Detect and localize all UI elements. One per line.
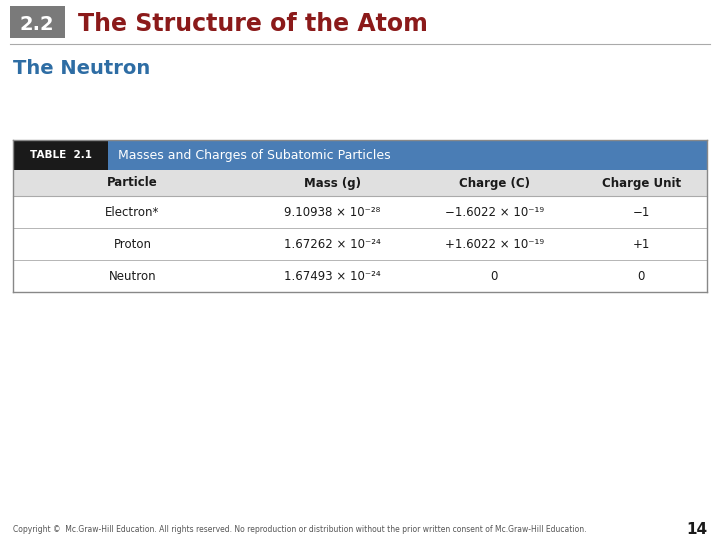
Text: Charge Unit: Charge Unit: [601, 177, 680, 190]
Text: +1.6022 × 10⁻¹⁹: +1.6022 × 10⁻¹⁹: [445, 238, 544, 251]
FancyBboxPatch shape: [13, 260, 707, 292]
Text: The Structure of the Atom: The Structure of the Atom: [78, 12, 428, 36]
Text: 0: 0: [490, 269, 498, 282]
Text: Charge (C): Charge (C): [459, 177, 530, 190]
Text: 1.67493 × 10⁻²⁴: 1.67493 × 10⁻²⁴: [284, 269, 381, 282]
Text: Copyright ©  Mc.Graw-Hill Education. All rights reserved. No reproduction or dis: Copyright © Mc.Graw-Hill Education. All …: [13, 525, 587, 535]
Text: Masses and Charges of Subatomic Particles: Masses and Charges of Subatomic Particle…: [118, 148, 391, 161]
Text: The Neutron: The Neutron: [13, 58, 150, 78]
FancyBboxPatch shape: [13, 140, 108, 170]
Text: 9.10938 × 10⁻²⁸: 9.10938 × 10⁻²⁸: [284, 206, 381, 219]
Text: +1: +1: [632, 238, 649, 251]
Text: TABLE  2.1: TABLE 2.1: [30, 150, 91, 160]
FancyBboxPatch shape: [108, 140, 707, 170]
Text: 0: 0: [637, 269, 645, 282]
FancyBboxPatch shape: [13, 196, 707, 228]
Text: −1: −1: [632, 206, 649, 219]
Text: Electron*: Electron*: [105, 206, 160, 219]
Text: Particle: Particle: [107, 177, 158, 190]
Text: −1.6022 × 10⁻¹⁹: −1.6022 × 10⁻¹⁹: [445, 206, 544, 219]
Text: 2.2: 2.2: [19, 15, 54, 33]
FancyBboxPatch shape: [13, 170, 707, 196]
FancyBboxPatch shape: [13, 228, 707, 260]
Text: Neutron: Neutron: [109, 269, 156, 282]
FancyBboxPatch shape: [10, 6, 65, 38]
Text: Mass (g): Mass (g): [304, 177, 361, 190]
Text: 14: 14: [686, 523, 707, 537]
Text: 1.67262 × 10⁻²⁴: 1.67262 × 10⁻²⁴: [284, 238, 381, 251]
Text: Proton: Proton: [113, 238, 151, 251]
